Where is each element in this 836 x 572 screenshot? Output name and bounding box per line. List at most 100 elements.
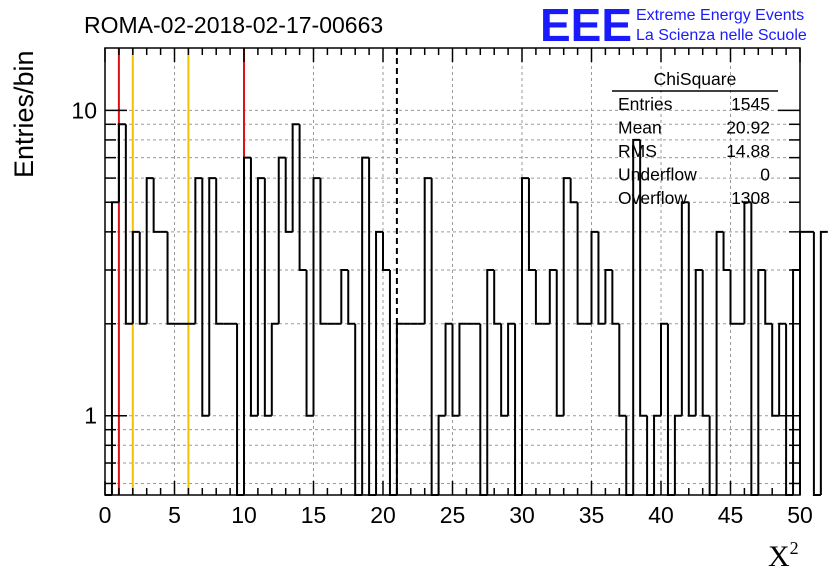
histogram-bin xyxy=(764,270,773,325)
histogram-bin xyxy=(653,414,661,495)
histogram-bin xyxy=(444,322,453,416)
histogram-bin xyxy=(124,124,133,325)
histogram-bin xyxy=(423,177,432,324)
histogram-bars xyxy=(105,123,828,496)
x-tick-label: 0 xyxy=(99,502,112,528)
histogram-bin xyxy=(430,178,439,496)
stats-value: 1308 xyxy=(731,188,770,208)
stats-label: RMS xyxy=(618,141,657,161)
histogram-bin xyxy=(368,157,377,496)
histogram-bin xyxy=(277,156,286,324)
chart-title: ROMA-02-2018-02-17-00663 xyxy=(84,12,383,38)
histogram-bin xyxy=(138,231,147,325)
y-tick-label: 10 xyxy=(71,97,97,123)
stats-label: Underflow xyxy=(618,165,697,185)
histogram-bin xyxy=(305,270,314,417)
histogram-bin xyxy=(382,231,390,272)
histogram-bin xyxy=(152,178,161,233)
histogram-bin xyxy=(486,269,495,495)
histogram-bin xyxy=(514,323,522,496)
histogram-bin xyxy=(507,322,516,416)
histogram-bin xyxy=(562,177,571,416)
histogram-bin xyxy=(354,323,363,496)
histogram-bin xyxy=(215,178,224,325)
histogram-bin xyxy=(611,270,620,325)
histogram-bin xyxy=(534,270,543,325)
histogram-bin xyxy=(298,124,307,272)
stats-rows: Entries 1545 Mean 20.92 RMS 14.88 Underflow 0 Ov… xyxy=(618,94,770,208)
x-tick-label: 5 xyxy=(168,502,181,528)
histogram-bin xyxy=(340,269,349,324)
histogram-bin xyxy=(451,323,460,417)
histogram-bin xyxy=(743,201,752,324)
histogram-bin xyxy=(618,323,627,417)
histogram-bin xyxy=(771,323,780,417)
histogram-bin xyxy=(750,202,759,496)
x-axis-label-superscript: 2 xyxy=(790,538,799,558)
histogram-bin xyxy=(694,269,703,416)
eee-logo: EEE Extreme Energy Events La Scienza nel… xyxy=(540,0,807,51)
histogram-bin xyxy=(701,270,710,417)
histogram-bin xyxy=(812,231,821,496)
stats-label: Entries xyxy=(618,94,673,114)
logo-line-2: La Scienza nelle Scuole xyxy=(636,27,807,44)
stats-value: 20.92 xyxy=(726,118,770,138)
histogram-bin xyxy=(680,201,689,416)
x-tick-label: 40 xyxy=(648,502,674,528)
x-tick-label: 35 xyxy=(579,502,605,528)
histogram-bin xyxy=(666,323,675,496)
histogram-bin xyxy=(347,270,356,325)
histogram-bin xyxy=(479,323,488,496)
logo-line-1: Extreme Energy Events xyxy=(636,7,804,24)
histogram-bin xyxy=(500,323,509,417)
histogram-bin xyxy=(145,177,154,324)
histogram-bin xyxy=(799,230,807,271)
stats-value: 14.88 xyxy=(726,141,770,161)
histogram-bin xyxy=(569,178,578,204)
histogram-bin xyxy=(201,178,210,417)
histogram-bin xyxy=(555,270,564,417)
stats-value: 0 xyxy=(760,165,770,185)
histogram-bin xyxy=(632,138,641,495)
grid xyxy=(105,48,800,495)
histogram-bin xyxy=(673,414,682,495)
stats-label: Mean xyxy=(618,118,662,138)
histogram-bin xyxy=(388,270,397,496)
stats-box: ChiSquare Entries 1545 Mean 20.92 RMS 14.88 Un… xyxy=(612,69,778,208)
histogram-bin xyxy=(792,269,800,495)
histogram-bin xyxy=(194,177,203,324)
histogram-bin xyxy=(249,157,258,417)
histogram-bin xyxy=(319,178,328,325)
histogram-bin xyxy=(375,230,383,495)
histogram-bin xyxy=(639,139,648,417)
histogram-bin xyxy=(597,231,606,325)
histogram-bin xyxy=(604,269,613,324)
histogram-bin xyxy=(395,322,404,495)
histogram-bin xyxy=(437,414,446,495)
x-tick-label: 30 xyxy=(509,502,535,528)
histogram-bin xyxy=(576,202,585,325)
histogram-bin xyxy=(263,178,272,417)
histogram-bin xyxy=(117,123,126,203)
x-tick-label: 10 xyxy=(231,502,257,528)
histogram-bin xyxy=(110,201,119,495)
x-tick-label: 45 xyxy=(718,502,744,528)
histogram-bin xyxy=(243,156,251,495)
histogram-bin xyxy=(715,230,724,495)
stats-title: ChiSquare xyxy=(654,69,737,89)
histogram-bin xyxy=(785,323,794,496)
histogram-bin xyxy=(208,177,217,416)
stats-label: Overflow xyxy=(618,188,687,208)
histogram-bin xyxy=(819,230,828,495)
histogram-bin xyxy=(284,157,293,233)
y-tick-labels: 1 10 xyxy=(71,97,97,428)
histogram-bin xyxy=(458,322,467,416)
histogram-bin xyxy=(236,323,244,496)
histogram-bin xyxy=(270,322,279,416)
histogram-bin xyxy=(312,177,321,416)
histogram-bin xyxy=(361,156,370,495)
histogram-bin xyxy=(131,230,140,324)
stats-value: 1545 xyxy=(731,94,770,114)
axes xyxy=(104,47,801,496)
